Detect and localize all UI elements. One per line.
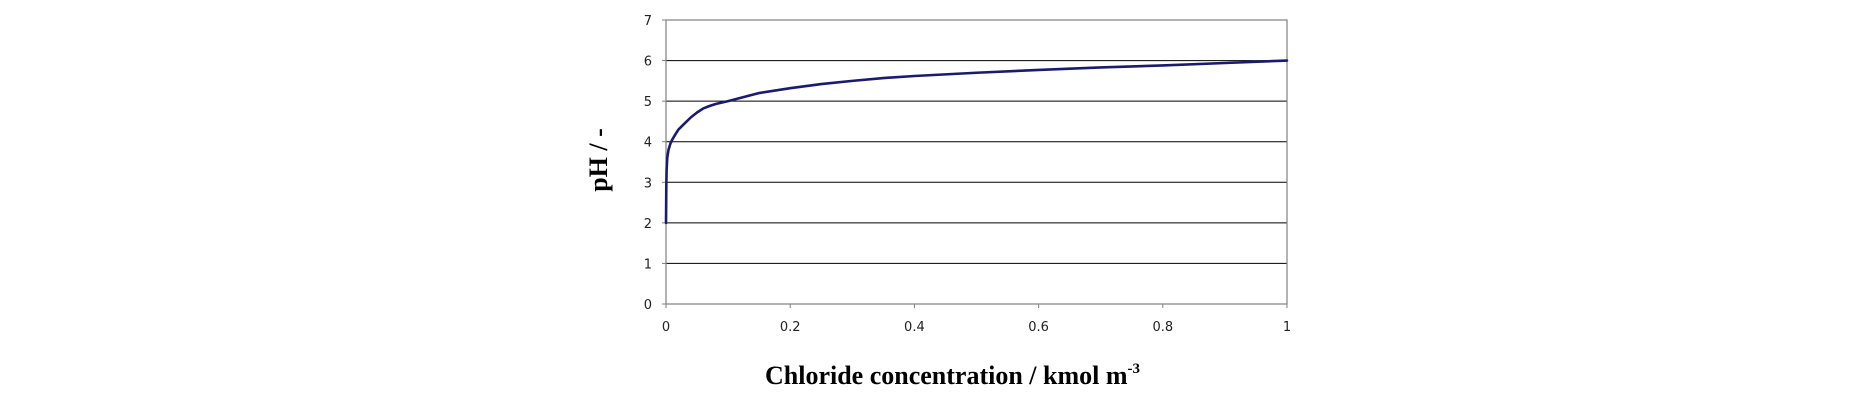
x-tick-label: 0.8 xyxy=(1152,320,1173,335)
y-tick-label: 5 xyxy=(644,95,652,110)
y-axis-ticks: 0 1 2 3 4 5 6 7 xyxy=(644,14,666,313)
y-tick-label: 3 xyxy=(644,176,652,191)
y-tick-label: 4 xyxy=(644,136,652,151)
x-tick-label: 1 xyxy=(1283,320,1291,335)
x-axis-title-superscript: -3 xyxy=(1128,361,1141,377)
y-tick-label: 2 xyxy=(644,217,652,232)
x-axis-ticks: 0 0.2 0.4 0.6 0.8 1 xyxy=(662,304,1291,335)
plot-area xyxy=(665,19,1288,305)
x-tick-label: 0.4 xyxy=(904,320,925,335)
x-tick-label: 0 xyxy=(662,320,670,335)
y-tick-label: 7 xyxy=(644,14,652,29)
y-tick-label: 0 xyxy=(644,298,652,313)
series-line xyxy=(664,59,1289,225)
y-tick-label: 1 xyxy=(644,257,652,272)
y-tick-label: 6 xyxy=(644,55,652,70)
x-tick-label: 0.2 xyxy=(780,320,801,335)
gridlines xyxy=(666,60,1287,264)
x-axis-title-text: Chloride concentration / kmol m xyxy=(765,361,1128,390)
x-tick-label: 0.6 xyxy=(1028,320,1049,335)
x-axis-title: Chloride concentration / kmol m-3 xyxy=(765,361,1140,390)
y-axis-title: pH / - xyxy=(584,128,613,192)
